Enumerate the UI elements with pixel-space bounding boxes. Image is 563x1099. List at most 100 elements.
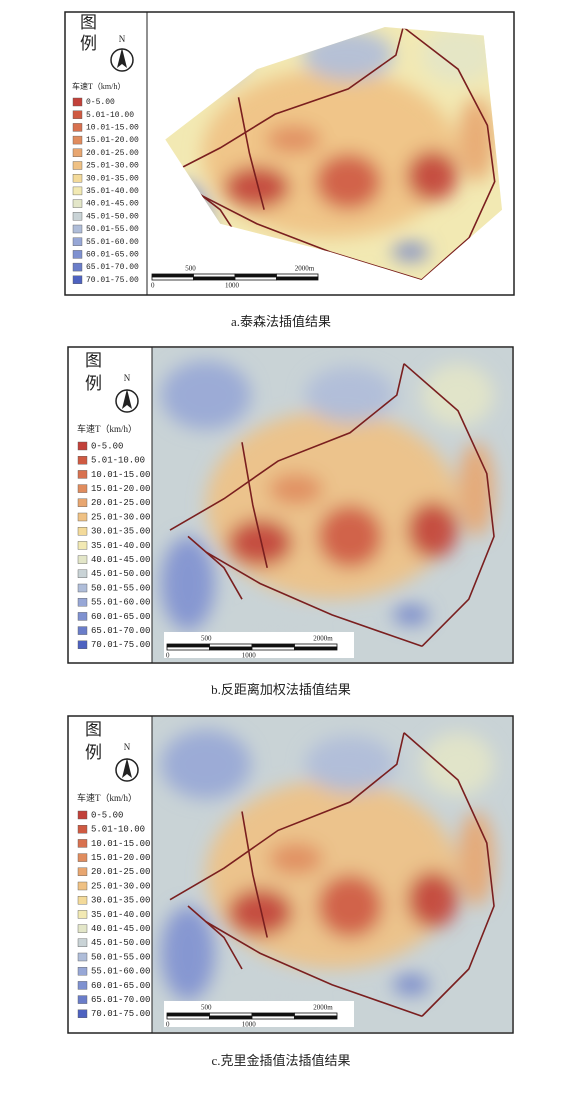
surface-zone: [421, 27, 495, 84]
scale-segment: [209, 1015, 253, 1020]
surface-blobs: [161, 729, 494, 1014]
legend-label: 30.01-35.00: [91, 896, 150, 906]
caption: a.泰森法插值结果: [231, 314, 331, 329]
legend-label: 60.01-65.00: [91, 981, 150, 991]
unit-label: 车速T（km/h）: [77, 423, 137, 434]
legend-swatch: [77, 612, 88, 621]
north-arrow: [122, 389, 132, 409]
scale-segment: [294, 643, 338, 648]
surface-zone: [315, 153, 382, 210]
surface-zone: [422, 732, 494, 796]
legend-label: 25.01-30.00: [86, 162, 139, 171]
scale-segment: [151, 276, 194, 281]
road: [403, 732, 495, 1017]
scale-label: 1000: [242, 652, 256, 660]
legend-label: 55.01-60.00: [91, 967, 150, 977]
legend-title: 例: [80, 34, 97, 53]
surface-zone: [265, 125, 321, 154]
scale-label: 1000: [225, 282, 240, 290]
scale-segment: [294, 1015, 338, 1020]
scale-label: 0: [166, 1021, 170, 1029]
legend-swatch: [72, 173, 83, 183]
legend-swatch: [77, 527, 88, 536]
surface-zone: [161, 906, 215, 1001]
scale-segment: [193, 273, 236, 278]
legend-swatch: [77, 881, 88, 891]
surface-zone: [458, 811, 494, 906]
surface-zone: [317, 874, 383, 938]
scale-segment: [234, 273, 277, 278]
legend-swatch: [77, 839, 88, 848]
legend-label: 35.01-40.00: [91, 910, 150, 920]
legend-swatch: [77, 484, 88, 493]
legend-swatch: [72, 250, 83, 259]
scale-label: 500: [201, 1004, 212, 1012]
surface-zone: [406, 150, 459, 202]
north-arrow: [122, 758, 132, 778]
legend-swatch: [77, 456, 88, 465]
legend-label: 35.01-40.00: [86, 187, 139, 196]
scale-segment: [251, 643, 295, 648]
legend-title: 例: [85, 743, 102, 762]
surface-zone: [317, 505, 383, 568]
surface-zone: [422, 363, 494, 427]
scale-segment: [166, 1012, 210, 1017]
legend-swatch: [77, 555, 88, 564]
legend-label: 50.01-55.00: [91, 583, 150, 593]
road: [241, 811, 268, 938]
surface-zone: [407, 871, 458, 929]
legend-label: 20.01-25.00: [91, 867, 150, 877]
legend-swatch: [72, 123, 83, 132]
legend-swatch: [77, 583, 88, 593]
legend-swatch: [77, 867, 88, 876]
legend-swatch: [77, 441, 88, 451]
legend-label: 65.01-70.00: [91, 626, 150, 636]
legend-swatch: [77, 896, 88, 905]
scale-segment: [251, 646, 295, 651]
scale-segment: [209, 643, 253, 648]
surface-zone: [161, 536, 215, 631]
road: [187, 905, 243, 970]
legend-label: 70.01-75.00: [86, 276, 139, 285]
unit-label: 车速T（km/h）: [72, 81, 125, 91]
legend-swatch: [72, 224, 83, 234]
legend-swatch: [72, 110, 83, 119]
north-arrow: [117, 48, 127, 68]
map-panel: 图例 N 车速T（km/h） 0-5.00 5.01-10.00 10.01-15.00 1…: [67, 715, 514, 1034]
scale-bar: 500 2000m 0 1000: [164, 1001, 354, 1029]
legend-label: 55.01-60.00: [86, 238, 139, 247]
legend-swatch: [77, 498, 88, 507]
scale-segment: [209, 646, 253, 651]
legend-label: 10.01-15.00: [86, 124, 139, 133]
surface-blobs: [161, 360, 494, 644]
legend-title: 图: [85, 720, 102, 739]
legend-label: 15.01-20.00: [86, 136, 139, 145]
legend-label: 0-5.00: [91, 810, 123, 820]
legend-swatch: [77, 825, 88, 834]
road: [205, 921, 423, 1018]
legend-label: 60.01-65.00: [91, 612, 150, 622]
scale-segment: [234, 276, 277, 281]
scale-bar: 500 2000m 0 1000: [164, 632, 354, 660]
legend-swatch: [72, 262, 83, 272]
legend-label: 50.01-55.00: [86, 225, 139, 234]
scale-label: 500: [185, 265, 196, 273]
legend-label: 45.01-50.00: [91, 569, 150, 579]
legend-swatch: [72, 199, 83, 208]
scale-segment: [209, 1012, 253, 1017]
scale-segment: [251, 1015, 295, 1020]
legend-label: 50.01-55.00: [91, 952, 150, 962]
scale-segment: [276, 273, 319, 278]
scale-label: 2000m: [313, 635, 333, 643]
legend-label: 0-5.00: [86, 98, 115, 107]
scale-segment: [166, 1015, 210, 1020]
map-surface: [152, 717, 512, 1032]
legend-label: 0-5.00: [91, 441, 123, 451]
legend-swatch: [72, 97, 83, 107]
legend-swatch: [72, 161, 83, 170]
scale-segment: [294, 646, 338, 651]
scale-segment: [166, 643, 210, 648]
legend-label: 40.01-45.00: [91, 924, 150, 934]
surface-zone: [458, 97, 495, 182]
legend-title: 例: [85, 374, 102, 393]
